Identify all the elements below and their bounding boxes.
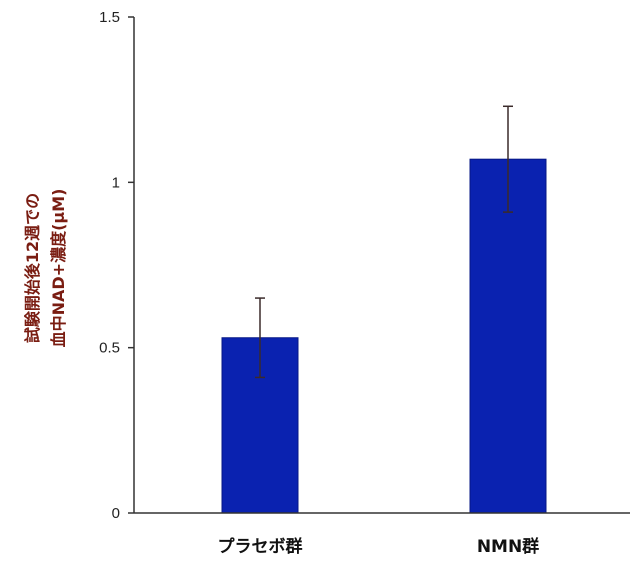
- category-label: NMN群: [477, 536, 539, 557]
- y-ticks: 0 0.5 1 1.5: [99, 9, 134, 522]
- y-tick-label: 1.5: [99, 9, 120, 26]
- error-bars: [255, 105, 513, 379]
- y-tick-label: 0: [112, 505, 120, 522]
- y-axis-label-line-2: 血中NAD+濃度(μM): [49, 189, 68, 348]
- category-label: プラセボ群: [218, 536, 303, 557]
- y-axis-label: 試験開始後12週での 血中NAD+濃度(μM): [23, 189, 68, 348]
- error-bar: [503, 105, 513, 213]
- y-axis-label-line-1: 試験開始後12週での: [23, 193, 42, 343]
- bars: [221, 158, 547, 514]
- category-labels: プラセボ群 NMN群: [218, 536, 540, 557]
- y-tick-label: 0.5: [99, 340, 120, 357]
- error-bar: [255, 297, 265, 379]
- y-tick-label: 1: [112, 174, 120, 191]
